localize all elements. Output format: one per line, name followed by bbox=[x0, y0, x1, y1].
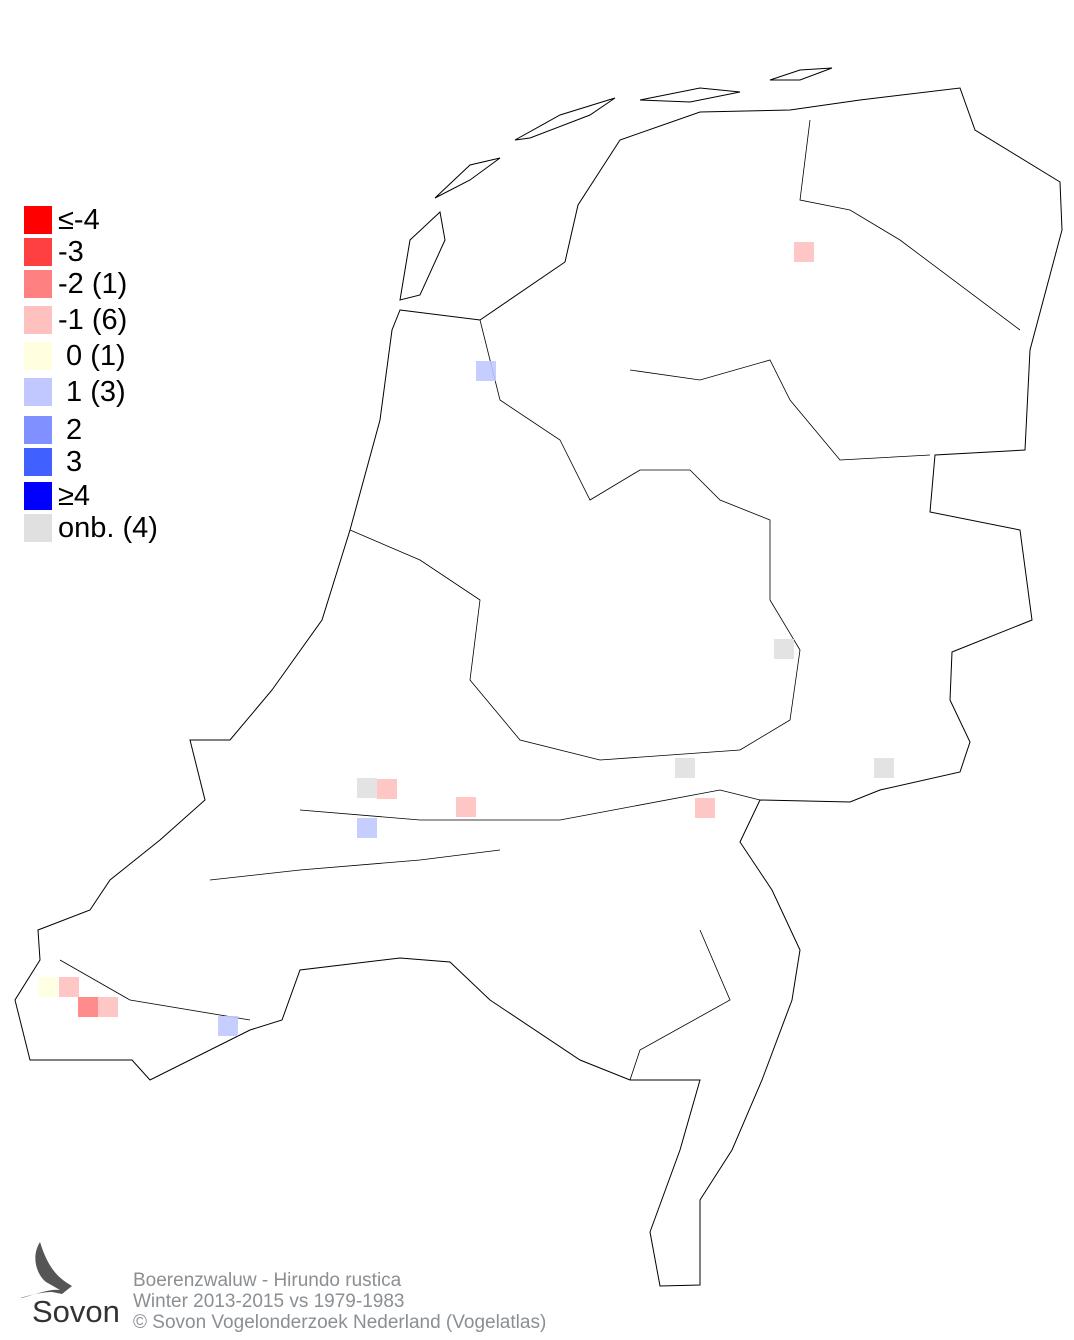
legend-label: 1 (3) bbox=[58, 376, 126, 408]
legend-label: ≤-4 bbox=[58, 204, 100, 236]
legend-label: ≥4 bbox=[58, 480, 91, 512]
map-cell bbox=[675, 758, 695, 778]
map-cell bbox=[98, 997, 118, 1017]
legend-label: -2 (1) bbox=[58, 268, 128, 300]
map-cell bbox=[794, 242, 814, 262]
map-cell bbox=[218, 1016, 238, 1036]
legend-label: 3 bbox=[58, 446, 83, 478]
map-cell bbox=[774, 639, 794, 659]
legend-swatch bbox=[24, 416, 52, 444]
caption-species: Boerenzwaluw - Hirundo rustica bbox=[133, 1270, 402, 1291]
swallow-logo-icon bbox=[20, 1242, 72, 1298]
legend-swatch bbox=[24, 342, 52, 370]
map-cell bbox=[357, 778, 377, 798]
map-cell bbox=[456, 797, 476, 817]
legend-swatch bbox=[24, 514, 52, 542]
legend-swatch bbox=[24, 482, 52, 510]
texel-island bbox=[399, 211, 446, 301]
map-cell bbox=[38, 977, 58, 997]
map-caption: Boerenzwaluw - Hirundo rustica Winter 20… bbox=[133, 1270, 546, 1333]
caption-copyright: © Sovon Vogelonderzoek Nederland (Vogela… bbox=[133, 1312, 547, 1333]
terschelling-island bbox=[514, 97, 616, 141]
legend-label: onb. (4) bbox=[58, 512, 158, 544]
legend-label: -3 bbox=[58, 236, 84, 268]
mainland-outline bbox=[14, 87, 1063, 1287]
legend-swatch bbox=[24, 270, 52, 298]
caption-period: Winter 2013-2015 vs 1979-1983 bbox=[133, 1291, 405, 1312]
map-cell bbox=[357, 818, 377, 838]
legend-label: 0 (1) bbox=[58, 340, 126, 372]
map-cell bbox=[59, 977, 79, 997]
map-cell bbox=[476, 361, 496, 381]
ameland-island bbox=[639, 87, 741, 103]
legend-label: -1 (6) bbox=[58, 304, 128, 336]
map-cell bbox=[874, 758, 894, 778]
legend-swatch bbox=[24, 206, 52, 234]
map-cell bbox=[377, 779, 397, 799]
logo-text: Sovon bbox=[32, 1294, 120, 1329]
legend-swatch bbox=[24, 378, 52, 406]
legend-label: 2 bbox=[58, 414, 83, 446]
map-cell bbox=[78, 997, 98, 1017]
legend-swatch bbox=[24, 448, 52, 476]
map-cell bbox=[695, 798, 715, 818]
schiermonnikoog-island bbox=[769, 67, 833, 81]
vlieland-island bbox=[434, 157, 501, 199]
legend-swatch bbox=[24, 306, 52, 334]
legend-swatch bbox=[24, 238, 52, 266]
